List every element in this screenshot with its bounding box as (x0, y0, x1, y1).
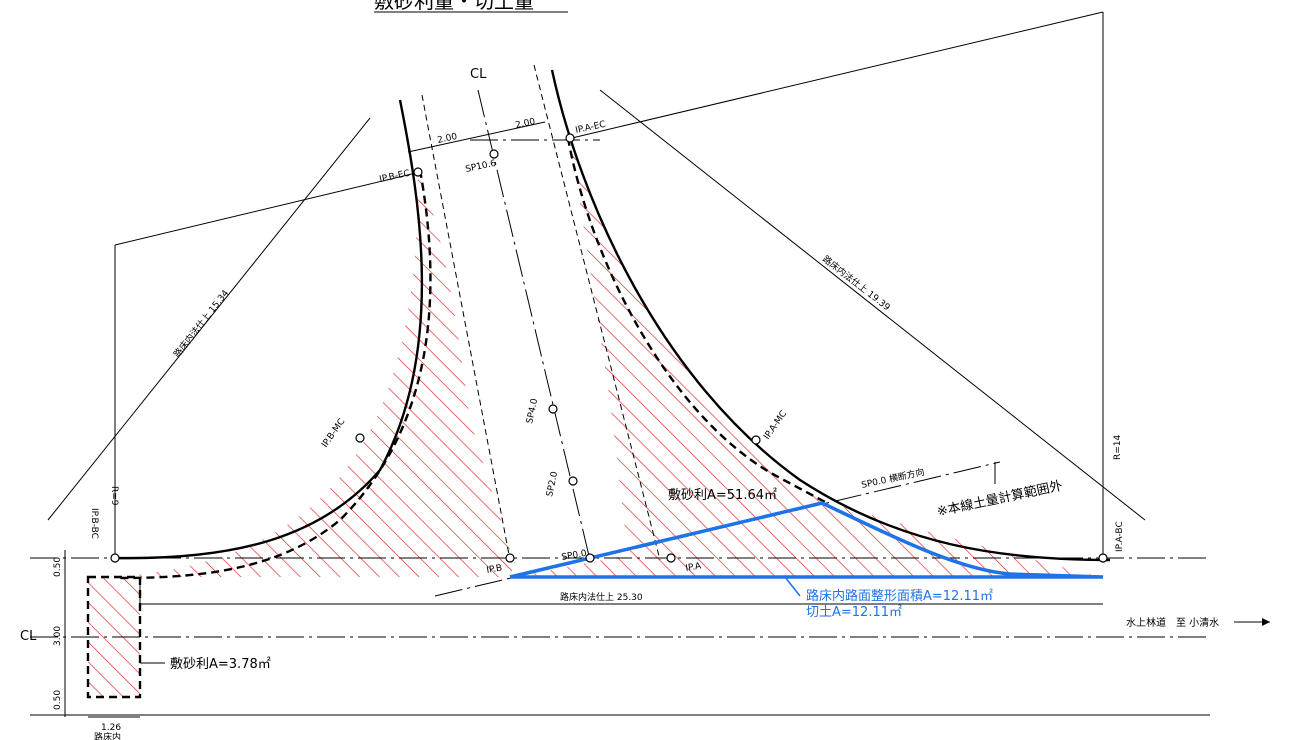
ip-b-label: IP.B (486, 563, 503, 576)
right-arc-dim (599, 89, 1146, 521)
sp40-marker (548, 404, 558, 414)
ip-b-bc-marker (110, 553, 120, 563)
ip-b-mc-label: IP.B-MC (320, 417, 347, 450)
bottom-length-label: 路床内法仕上 25.30 (560, 591, 643, 603)
ip-b-bc-label: IP.B-BC (89, 508, 99, 539)
side-gravel-area-label: 敷砂利A=3.78㎡ (170, 657, 271, 672)
left-arc-dim (47, 117, 371, 521)
width-left-label: 2.00 (437, 132, 459, 146)
sp00-label: SP0.0 (561, 549, 588, 563)
left-hatch-area (110, 172, 515, 577)
drawing-title: 敷砂利量・切土量 (374, 0, 534, 13)
ip-b-marker (505, 553, 515, 563)
ip-a-label: IP.A (685, 561, 703, 574)
arrow-right-icon (1262, 618, 1270, 626)
sp106-marker (489, 149, 499, 159)
left-lane-line (421, 94, 511, 561)
cut-area-label: 切土A=12.11㎡ (806, 605, 902, 620)
bottom-width-label: 1.26 (101, 723, 121, 733)
blue-shaping-outline (509, 501, 1104, 579)
left-tangent (114, 171, 421, 246)
ip-a-marker (666, 553, 676, 563)
right-road-edge (550, 69, 1111, 562)
ip-a-mc-marker (751, 435, 761, 445)
ip-a-bc-label: IP.A-BC (1115, 521, 1125, 552)
r-left-label: R=9 (109, 486, 119, 506)
sp20-label: SP2.0 (545, 470, 560, 497)
width-right-label: 2.00 (515, 117, 537, 131)
ip-a-mc-label: IP.A-MC (762, 409, 789, 442)
subgrade-shaping-area-label: 路床内路面整形面積A=12.11㎡ (806, 588, 993, 604)
sp20-marker (568, 476, 578, 486)
ip-b-mc-marker (355, 433, 365, 443)
sp00-marker (585, 553, 595, 563)
centerline-mark: CL (470, 67, 487, 82)
sp106-label: SP10.6 (465, 159, 498, 175)
sp40-label: SP4.0 (525, 397, 540, 424)
blue-leader (784, 576, 801, 597)
right-subgrade-dash (566, 137, 826, 504)
ip-a-bc-marker (1098, 553, 1108, 563)
ip-b-ec-label: IP.B-EC (379, 169, 411, 185)
bottom-width-sublabel: 路床内 (94, 731, 121, 740)
left-road-edge (114, 99, 424, 560)
r-right-label: R=14 (1113, 434, 1123, 460)
outside-range-note: ※本線土量計算範囲外 (936, 478, 1064, 520)
right-curve-length-label: 路床内法仕上 19.39 (820, 253, 893, 313)
road-direction-label: 水上林道 至 小清水 (1126, 616, 1219, 629)
ip-a-ec-marker (565, 133, 575, 143)
centerline-mark-left: CL (20, 629, 37, 644)
left-curve-length-label: 路床内法仕上 15.34 (171, 287, 231, 360)
right-tangent (571, 11, 1104, 139)
left-subgrade-dash (119, 169, 432, 580)
ip-b-ec-marker (413, 167, 423, 177)
main-gravel-area-label: 敷砂利A=51.64㎡ (668, 488, 777, 503)
width-dim-line (407, 121, 546, 153)
v-mid-label: 3.00 (53, 626, 63, 646)
right-hatch-area (515, 138, 1100, 577)
v-top-label: 0.50 (53, 557, 63, 577)
right-lane-line (533, 64, 661, 561)
v-bot-label: 0.50 (53, 690, 63, 710)
